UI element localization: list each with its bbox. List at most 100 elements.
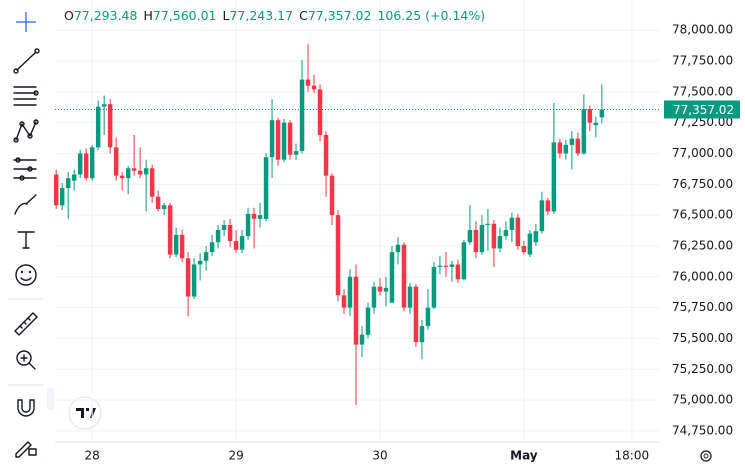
- candle-body: [569, 138, 575, 145]
- y-tick-label: 76,500.00: [672, 208, 733, 222]
- candle-body: [113, 147, 119, 176]
- candle-body: [83, 153, 89, 179]
- zoom-tool[interactable]: [16, 350, 36, 370]
- price-change: 106.25 (+0.14%): [377, 8, 486, 23]
- candles: [53, 43, 605, 406]
- x-tick-label: 18:00: [615, 449, 650, 463]
- candle-body: [539, 200, 545, 232]
- candle-body: [383, 287, 389, 292]
- y-tick-label: 76,000.00: [672, 269, 733, 283]
- candle-body: [389, 252, 395, 303]
- brush-tool[interactable]: [14, 194, 37, 215]
- candle-body: [299, 79, 305, 152]
- candle-body: [515, 217, 521, 246]
- fib-tool[interactable]: [13, 86, 39, 106]
- settings[interactable]: [700, 450, 712, 462]
- x-tick-label: 30: [372, 449, 387, 463]
- candle-body: [53, 174, 59, 206]
- pattern-tool[interactable]: [13, 119, 39, 143]
- candle-body: [293, 151, 299, 155]
- ohlc-label: C: [299, 8, 308, 23]
- candle-body: [77, 153, 83, 175]
- candle-body: [185, 258, 191, 297]
- candle-body: [323, 135, 329, 176]
- candle-body: [269, 120, 275, 158]
- candle-body: [263, 157, 269, 219]
- candle-body: [497, 236, 503, 249]
- y-tick-label: 77,500.00: [672, 84, 733, 98]
- candle-body: [377, 286, 383, 292]
- candle-body: [119, 175, 125, 179]
- candle-body: [257, 215, 263, 219]
- ohlc-value: 77,243.17: [229, 8, 294, 23]
- candle-body: [581, 109, 587, 154]
- candle-body: [203, 252, 209, 261]
- last-price-tag: [664, 100, 740, 119]
- x-tick-label: May: [510, 449, 538, 463]
- candle-body: [503, 229, 509, 237]
- candle-body: [395, 244, 401, 253]
- candle-body: [521, 245, 527, 253]
- candle-body: [443, 265, 449, 267]
- candle-body: [59, 188, 65, 206]
- candle-body: [341, 295, 347, 308]
- candle-body: [419, 326, 425, 343]
- candle-body: [401, 244, 407, 308]
- candle-body: [191, 264, 197, 297]
- y-tick-label: 76,250.00: [672, 238, 733, 252]
- candle-body: [95, 106, 101, 148]
- candle-body: [317, 89, 323, 136]
- candle-body: [551, 142, 557, 212]
- y-tick-label: 75,750.00: [672, 300, 733, 314]
- ohlc-value: 77,357.02: [307, 8, 372, 23]
- x-tick-label: 28: [85, 449, 100, 463]
- y-tick-label: 75,500.00: [672, 331, 733, 345]
- trend-line-tool[interactable]: [13, 48, 40, 74]
- candle-body: [425, 307, 431, 327]
- ohlc-label: L: [222, 8, 230, 23]
- candle-body: [233, 241, 239, 250]
- candle-body: [287, 122, 293, 155]
- collapse-toolbar[interactable]: [47, 388, 54, 410]
- candle-body: [179, 234, 185, 259]
- candle-body: [149, 168, 155, 197]
- ohlc-value: 77,293.48: [73, 8, 138, 23]
- crosshair-tool[interactable]: [16, 12, 36, 32]
- candle-body: [245, 213, 251, 237]
- candle-body: [329, 175, 335, 216]
- candle-body: [155, 196, 161, 209]
- candle-body: [455, 264, 461, 280]
- candle-body: [437, 265, 443, 267]
- emoji-tool[interactable]: [15, 264, 37, 286]
- ruler-tool[interactable]: [14, 312, 38, 336]
- candle-body: [275, 120, 281, 160]
- candle-body: [449, 264, 455, 267]
- candle-body: [407, 286, 413, 308]
- magnet-tool[interactable]: [17, 399, 35, 417]
- text-tool[interactable]: [17, 231, 35, 249]
- prediction-tool[interactable]: [13, 157, 37, 181]
- candle-body: [413, 286, 419, 343]
- tradingview-logo[interactable]: [68, 396, 102, 430]
- candle-body: [143, 168, 149, 175]
- y-tick-label: 78,000.00: [672, 23, 733, 37]
- candle-body: [107, 104, 113, 148]
- candle-body: [467, 229, 473, 243]
- y-tick-label: 75,000.00: [672, 393, 733, 407]
- candle-body: [161, 205, 167, 209]
- candle-body: [89, 147, 95, 179]
- candle-body: [365, 307, 371, 335]
- candle-body: [461, 242, 467, 280]
- candle-body: [479, 225, 485, 253]
- candle-body: [545, 200, 551, 212]
- ohlc-label: H: [143, 8, 153, 23]
- candle-body: [251, 213, 257, 219]
- candle-body: [575, 138, 581, 154]
- x-tick-label: 29: [228, 449, 243, 463]
- candle-body: [371, 286, 377, 308]
- lock-draw-tool[interactable]: [15, 441, 37, 458]
- candle-body: [335, 215, 341, 296]
- candle-body: [65, 178, 71, 189]
- y-tick-label: 77,750.00: [672, 54, 733, 68]
